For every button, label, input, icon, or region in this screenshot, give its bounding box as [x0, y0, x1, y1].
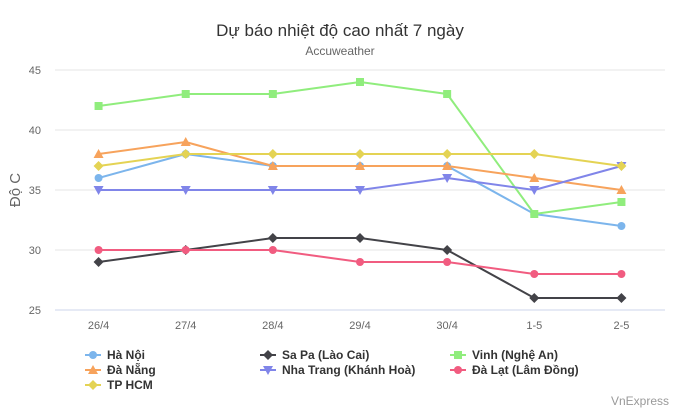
x-tick-label: 30/4: [436, 320, 457, 332]
data-point: [442, 245, 453, 255]
x-tick-label: 26/4: [88, 320, 109, 332]
legend-swatch-marker: [88, 365, 98, 374]
legend-item[interactable]: Vinh (Nghệ An): [450, 348, 558, 362]
x-axis-ticks: 26/4 27/4 28/4 29/4 30/4 1-5 2-5: [88, 320, 630, 332]
legend-label: Vinh (Nghệ An): [472, 348, 558, 362]
data-point: [355, 186, 365, 195]
y-tick-label: 30: [29, 245, 41, 257]
data-point: [267, 186, 278, 195]
data-point: [267, 233, 278, 243]
series-group: [93, 78, 627, 303]
x-tick-label: 29/4: [349, 320, 370, 332]
data-point: [617, 270, 626, 278]
legend-label: TP HCM: [107, 378, 153, 392]
data-point: [529, 186, 540, 195]
y-axis-label: Độ C: [7, 173, 24, 207]
data-point: [529, 173, 540, 182]
legend-item[interactable]: Hà Nội: [85, 348, 145, 362]
data-point: [356, 258, 364, 266]
legend-item[interactable]: TP HCM: [85, 378, 153, 392]
legend-swatch-marker: [263, 366, 273, 375]
chart-title: Dự báo nhiệt độ cao nhất 7 ngày: [216, 21, 464, 40]
series-3: [93, 137, 627, 194]
data-point: [267, 161, 278, 170]
legend-swatch-marker: [263, 350, 273, 360]
legend-item[interactable]: Đà Nẵng: [85, 362, 156, 377]
x-tick-label: 2-5: [613, 320, 629, 332]
legend-label: Nha Trang (Khánh Hoà): [282, 363, 415, 377]
y-tick-label: 40: [29, 125, 41, 137]
y-tick-label: 35: [29, 185, 41, 197]
data-point: [267, 149, 278, 159]
x-tick-label: 27/4: [175, 320, 196, 332]
series-5: [94, 246, 626, 278]
x-tick-label: 1-5: [526, 320, 542, 332]
series-6: [93, 149, 627, 171]
series-2: [94, 78, 626, 218]
legend-label: Đà Nẵng: [107, 362, 156, 377]
data-point: [529, 293, 540, 303]
data-point: [443, 258, 452, 266]
data-point: [180, 137, 191, 146]
data-point: [442, 149, 453, 159]
data-point: [356, 78, 364, 86]
legend-swatch-marker: [88, 380, 98, 390]
legend-item[interactable]: Nha Trang (Khánh Hoà): [260, 363, 415, 377]
data-point: [355, 161, 365, 170]
data-point: [268, 246, 277, 254]
data-point: [616, 185, 627, 194]
data-point: [530, 210, 539, 218]
data-point: [181, 90, 190, 98]
y-tick-label: 45: [29, 65, 41, 77]
data-point: [93, 257, 104, 267]
data-point: [442, 161, 453, 170]
x-tick-label: 28/4: [262, 320, 283, 332]
y-tick-label: 25: [29, 305, 41, 317]
data-point: [180, 149, 191, 159]
data-point: [355, 149, 365, 159]
legend-swatch-marker: [454, 351, 462, 359]
data-point: [616, 293, 627, 303]
data-point: [180, 186, 191, 195]
legend-label: Đà Lạt (Lâm Đồng): [472, 363, 579, 377]
legend-label: Sa Pa (Lào Cai): [282, 348, 369, 362]
data-point: [529, 149, 540, 159]
data-point: [93, 149, 104, 158]
data-point: [94, 246, 103, 254]
chart-subtitle: Accuweather: [305, 44, 374, 58]
legend: Hà Nội Sa Pa (Lào Cai) Vinh (Nghệ An) Đà Nẵ…: [85, 348, 579, 392]
data-point: [268, 90, 277, 98]
legend-item[interactable]: Sa Pa (Lào Cai): [260, 348, 369, 362]
data-point: [355, 233, 365, 243]
data-point: [94, 102, 103, 110]
legend-item[interactable]: Đà Lạt (Lâm Đồng): [450, 363, 579, 377]
data-point: [617, 222, 626, 230]
data-point: [442, 174, 453, 183]
legend-swatch-marker: [454, 366, 462, 374]
data-point: [94, 174, 103, 182]
data-point: [617, 198, 626, 206]
legend-swatch-marker: [89, 351, 97, 359]
data-point: [93, 161, 104, 171]
data-point: [443, 90, 452, 98]
data-point: [530, 270, 539, 278]
data-point: [181, 246, 190, 254]
legend-label: Hà Nội: [107, 348, 145, 362]
y-axis-ticks: 25 30 35 40 45: [29, 65, 41, 317]
chart-credit: VnExpress: [611, 394, 669, 408]
data-point: [616, 161, 627, 171]
data-point: [93, 186, 104, 195]
